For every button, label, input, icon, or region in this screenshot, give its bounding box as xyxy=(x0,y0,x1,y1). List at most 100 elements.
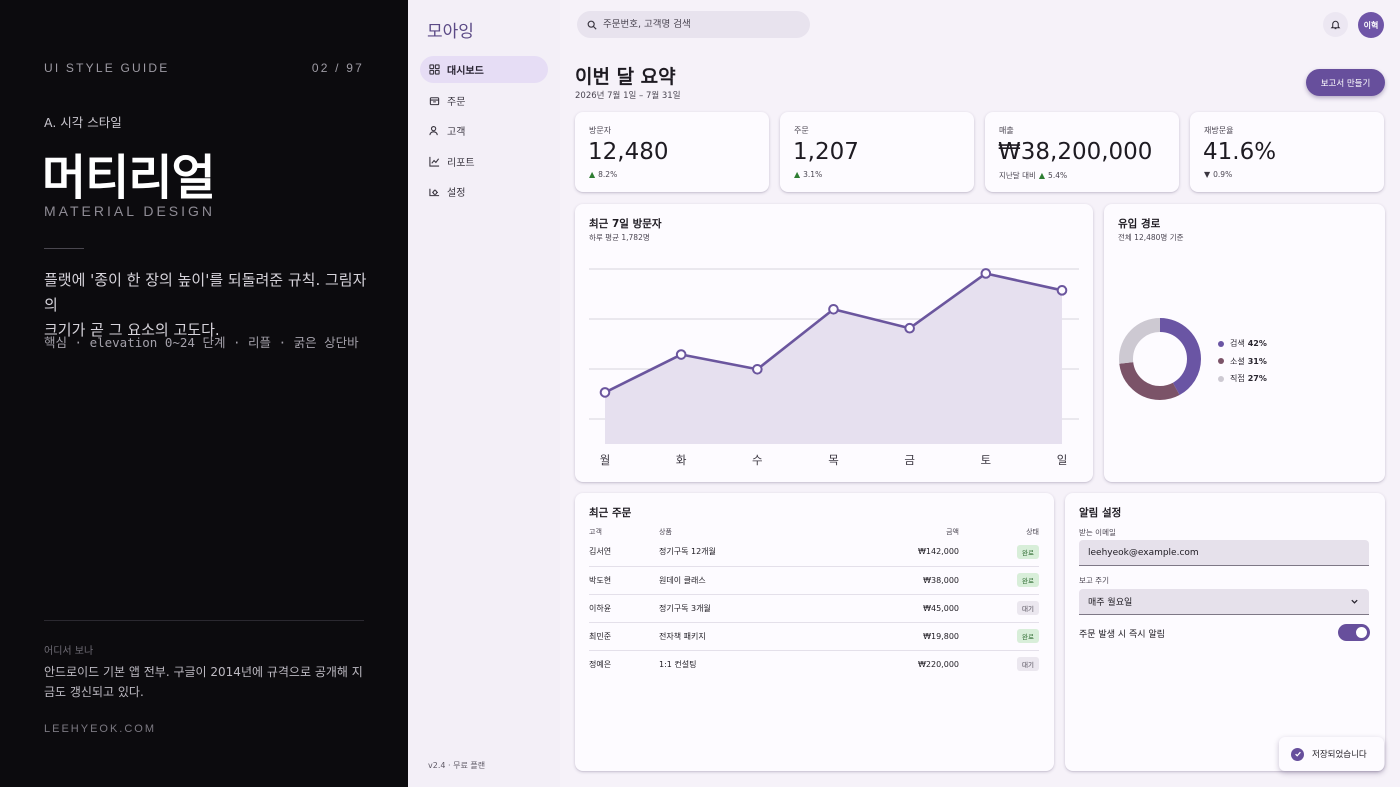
toggle-knob xyxy=(1356,627,1367,638)
period-select[interactable]: 매주 월요일 xyxy=(1079,589,1369,615)
kpi-label: 주문 xyxy=(794,126,809,135)
guide-divider xyxy=(44,620,364,621)
table-row[interactable]: 박도현 원데이 클래스 ₩38,000 완료 xyxy=(589,566,1039,595)
visitors-chart-card: 최근 7일 방문자 하루 평균 1,782명 월 화 수 목 금 토 일 xyxy=(575,204,1093,482)
chevron-down-icon xyxy=(1351,599,1358,604)
arrow-up-icon: ▲ xyxy=(589,170,596,179)
kpi-card-orders: 주문 1,207 ▲ 3.1% xyxy=(780,112,974,192)
product-cell: 전자책 패키지 xyxy=(659,622,829,651)
sidebar-item-label: 설정 xyxy=(447,188,466,199)
x-tick-label: 수 xyxy=(752,453,763,467)
table-header-row: 고객 상품 금액 상태 xyxy=(589,525,1039,538)
card-title: 알림 설정 xyxy=(1079,507,1122,519)
page-title: 이번 달 요약 xyxy=(575,66,676,88)
kpi-value: ₩38,200,000 xyxy=(998,139,1153,165)
column-header: 고객 xyxy=(589,527,602,536)
card-title: 최근 주문 xyxy=(589,507,632,519)
customer-cell: 박도현 xyxy=(589,566,659,595)
table-row[interactable]: 이하윤 정기구독 3개월 ₩45,000 대기 xyxy=(589,594,1039,623)
legend-label: 소셜 xyxy=(1230,356,1245,366)
product-cell: 원데이 클래스 xyxy=(659,566,829,595)
data-point xyxy=(1056,285,1068,296)
guide-desc-line: 플랫에 '종이 한 장의 높이'를 되돌려준 규칙. 그림자의 xyxy=(44,271,367,314)
area-fill xyxy=(605,273,1062,444)
status-cell: 완료 xyxy=(959,538,1039,567)
legend-dot xyxy=(1218,340,1224,347)
kpi-card-return-rate: 재방문율 41.6% ▼ 0.9% xyxy=(1190,112,1384,192)
chart-icon xyxy=(429,156,440,167)
arrow-up-icon: ▲ xyxy=(794,170,801,179)
kpi-delta: 지난달 대비 ▲ 5.4% xyxy=(999,170,1067,181)
search-icon xyxy=(587,20,597,30)
notification-button[interactable] xyxy=(1323,12,1348,37)
toast-message: 저장되었습니다 xyxy=(1312,750,1367,760)
status-badge: 완료 xyxy=(1017,629,1039,643)
x-tick-label: 금 xyxy=(904,453,915,467)
table-row[interactable]: 최민준 전자책 패키지 ₩19,800 완료 xyxy=(589,622,1039,651)
customer-cell: 이하윤 xyxy=(589,594,659,623)
traffic-source-card: 유입 경로 전체 12,480명 기준 검색 42% 소셜 31% 직접 27% xyxy=(1104,204,1385,482)
column-header: 금액 xyxy=(946,527,959,536)
table-row[interactable]: 김서연 정기구독 12개월 ₩142,000 완료 xyxy=(589,538,1039,567)
data-point xyxy=(675,349,687,360)
donut-slice xyxy=(1119,318,1201,400)
legend-item: 검색 42% xyxy=(1218,335,1267,353)
guide-section: A. 시각 스타일 xyxy=(44,115,122,130)
x-tick-label: 월 xyxy=(600,453,611,467)
sidebar-item-customers[interactable]: 고객 xyxy=(420,117,548,144)
kpi-label: 방문자 xyxy=(589,126,612,135)
brand-logo[interactable]: 모아잉 xyxy=(427,22,474,42)
x-tick-label: 일 xyxy=(1057,453,1068,467)
data-point xyxy=(752,363,763,375)
data-point xyxy=(828,303,839,315)
legend-dot xyxy=(1218,358,1224,365)
sidebar-item-settings[interactable]: 설정 xyxy=(420,178,548,205)
card-title: 최근 7일 방문자 xyxy=(589,218,662,230)
top-bar: 이혁 xyxy=(560,0,1400,48)
column-header: 상품 xyxy=(659,527,672,536)
sidebar-item-orders[interactable]: 주문 xyxy=(420,87,548,114)
guide-header: UI STYLE GUIDE 02 / 97 xyxy=(44,61,364,75)
product-cell: 정기구독 12개월 xyxy=(659,538,829,567)
email-label: 받는 이메일 xyxy=(1079,528,1116,537)
guide-desc-line: 크기가 곧 그 요소의 고도다. xyxy=(44,321,220,339)
email-value: leehyeok@example.com xyxy=(1088,547,1199,558)
customer-cell: 최민준 xyxy=(589,622,659,651)
sidebar-nav: 대시보드 주문 고객 리포트 xyxy=(420,56,548,209)
search-input[interactable] xyxy=(603,19,793,30)
style-guide-panel: UI STYLE GUIDE 02 / 97 A. 시각 스타일 머티리얼 MA… xyxy=(0,0,408,787)
instant-alert-toggle[interactable] xyxy=(1338,624,1370,641)
column-header: 상태 xyxy=(1026,527,1039,536)
card-title: 유입 경로 xyxy=(1118,218,1161,230)
guide-title: 머티리얼 xyxy=(42,150,216,206)
search-box[interactable] xyxy=(577,11,810,38)
guide-note: 안드로이드 기본 앱 전부. 구글이 2014년에 규격으로 공개해 지금도 갱… xyxy=(44,665,363,699)
guide-subtitle: MATERIAL DESIGN xyxy=(44,203,216,219)
status-cell: 완료 xyxy=(959,566,1039,595)
guide-keywords: 핵심 · elevation 0~24 단계 · 리플 · 굵은 상단바 xyxy=(44,335,359,350)
email-field[interactable]: leehyeok@example.com xyxy=(1079,540,1369,566)
kpi-label: 매출 xyxy=(999,126,1014,135)
amount-cell: ₩19,800 xyxy=(829,622,959,651)
sidebar-item-dashboard[interactable]: 대시보드 xyxy=(420,56,548,83)
sidebar-item-reports[interactable]: 리포트 xyxy=(420,148,548,175)
saved-toast: 저장되었습니다 xyxy=(1279,737,1384,771)
bag-icon xyxy=(429,95,440,106)
donut-legend: 검색 42% 소셜 31% 직접 27% xyxy=(1218,335,1267,388)
guide-divider xyxy=(44,248,84,249)
avatar[interactable]: 이혁 xyxy=(1358,12,1384,38)
arrow-down-icon: ▼ xyxy=(1204,170,1211,179)
x-tick-label: 화 xyxy=(676,453,687,467)
create-report-button[interactable]: 보고서 만들기 xyxy=(1306,69,1385,96)
period-value: 매주 월요일 xyxy=(1088,598,1133,608)
status-cell: 대기 xyxy=(959,650,1039,678)
table-row[interactable]: 정예은 1:1 컨설팅 ₩220,000 대기 xyxy=(589,650,1039,678)
amount-cell: ₩142,000 xyxy=(829,538,959,567)
sidebar-item-label: 고객 xyxy=(447,127,466,138)
amount-cell: ₩220,000 xyxy=(918,659,959,669)
check-icon xyxy=(1291,747,1304,761)
kpi-label: 재방문율 xyxy=(1204,126,1234,135)
kpi-card-visitors: 방문자 12,480 ▲ 8.2% xyxy=(575,112,769,192)
recent-orders-card: 최근 주문 고객 상품 금액 상태 김서연 정기구독 12개월 ₩142,000 xyxy=(575,493,1054,771)
